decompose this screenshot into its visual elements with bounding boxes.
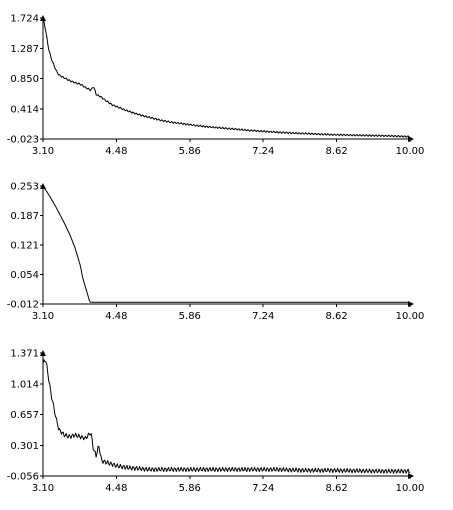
x-tick-label: 8.62 [325, 311, 347, 322]
x-tick-label: 3.10 [32, 483, 54, 494]
y-tick-label: 1.724 [10, 14, 39, 25]
y-tick-label: 0.301 [10, 441, 39, 452]
y-tick-label: 1.371 [10, 349, 39, 360]
y-tick-label: 0.121 [10, 241, 39, 252]
x-tick-label: 10.00 [396, 311, 425, 322]
x-tick-label: 4.48 [105, 483, 127, 494]
y-tick-label: 0.850 [10, 74, 39, 85]
y-tick-label: 0.187 [10, 211, 39, 222]
series-line-1 [42, 359, 411, 474]
y-tick-label: -0.023 [7, 135, 39, 146]
x-tick-label: 7.24 [252, 146, 274, 157]
x-tick-label: 4.48 [105, 311, 127, 322]
y-tick-label: 0.253 [10, 182, 39, 193]
series-line-1 [42, 17, 410, 138]
x-tick-label: 7.24 [252, 483, 274, 494]
x-tick-label: 10.00 [396, 146, 425, 157]
x-tick-label: 5.86 [179, 483, 201, 494]
y-tick-label: -0.012 [7, 300, 39, 311]
x-tick-label: 5.86 [179, 311, 201, 322]
x-tick-label: 3.10 [32, 146, 54, 157]
y-tick-label: 0.657 [10, 410, 39, 421]
x-tick-label: 8.62 [325, 146, 347, 157]
x-tick-label: 8.62 [325, 483, 347, 494]
y-tick-label: 0.054 [10, 270, 39, 281]
x-tick-label: 7.24 [252, 311, 274, 322]
x-tick-label: 10.00 [396, 483, 425, 494]
x-axis-arrow [408, 473, 414, 479]
y-tick-label: 1.014 [10, 379, 39, 390]
y-tick-label: 1.287 [10, 44, 39, 55]
x-tick-label: 4.48 [105, 146, 127, 157]
x-tick-label: 5.86 [179, 146, 201, 157]
y-tick-label: 0.414 [10, 104, 39, 115]
y-tick-label: -0.056 [7, 472, 39, 483]
series-line-1 [42, 185, 410, 303]
x-tick-label: 3.10 [32, 311, 54, 322]
